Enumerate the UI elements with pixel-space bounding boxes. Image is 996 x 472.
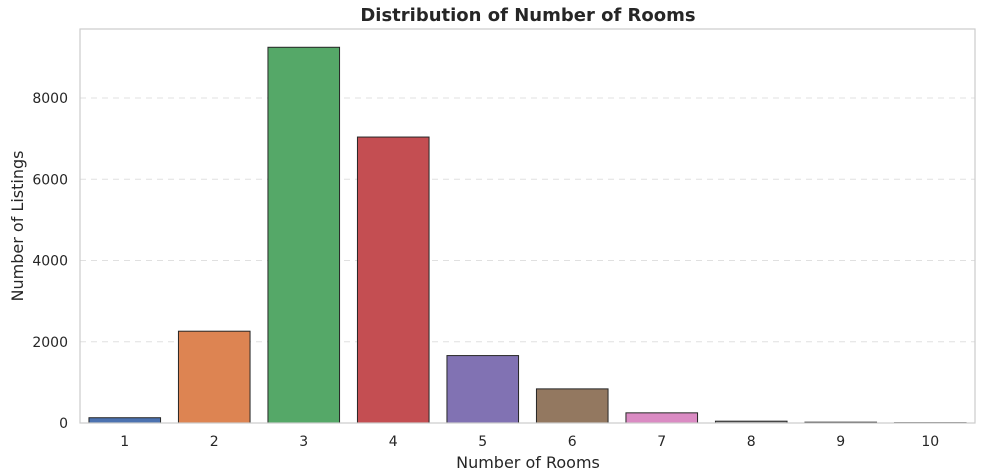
bar-rooms-1 [88, 417, 162, 424]
y-tick-label: 4000 [32, 254, 68, 270]
x-tick-label: 1 [120, 434, 129, 450]
y-tick-label: 8000 [32, 91, 68, 107]
bar-rooms-5 [446, 355, 520, 424]
x-tick-label: 8 [747, 434, 756, 450]
x-tick-labels: 1 2 3 4 5 6 7 8 9 10 [120, 434, 939, 450]
y-tick-label: 0 [59, 416, 68, 432]
x-tick-label: 2 [210, 434, 219, 450]
bar-rooms-7 [625, 412, 699, 424]
bar-rooms-2 [177, 330, 251, 424]
x-tick-label: 7 [657, 434, 666, 450]
x-tick-label: 9 [836, 434, 845, 450]
bars [88, 46, 967, 424]
x-tick-label: 10 [921, 434, 939, 450]
x-tick-label: 6 [568, 434, 577, 450]
chart-title: Distribution of Number of Rooms [360, 5, 695, 26]
x-axis-label: Number of Rooms [456, 453, 600, 472]
x-tick-label: 4 [389, 434, 398, 450]
y-axis-label: Number of Listings [8, 151, 27, 302]
x-tick-label: 5 [478, 434, 487, 450]
bar-rooms-4 [356, 136, 430, 424]
bar-rooms-6 [535, 388, 609, 424]
y-tick-label: 6000 [32, 172, 68, 188]
plot-frame [79, 28, 976, 424]
y-tick-labels: 0 2000 4000 6000 8000 [32, 91, 68, 432]
y-tick-label: 2000 [32, 335, 68, 351]
x-tick-label: 3 [299, 434, 308, 450]
y-gridlines [80, 97, 975, 343]
bar-rooms-3 [267, 46, 341, 424]
